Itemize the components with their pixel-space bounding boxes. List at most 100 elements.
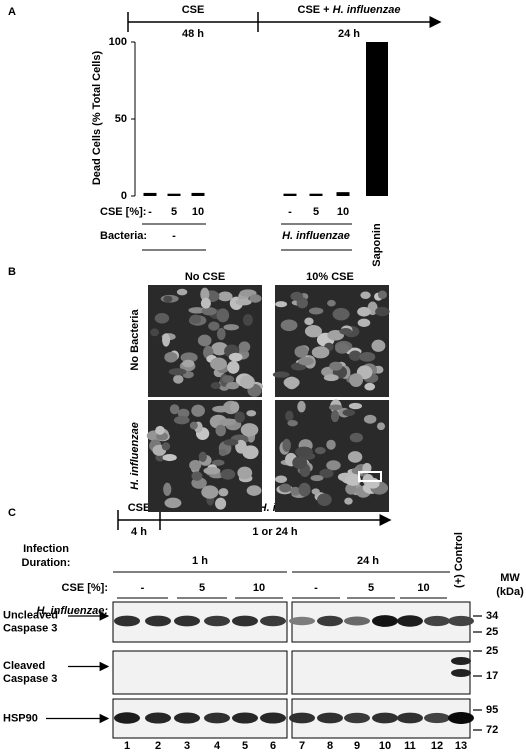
band [232,615,258,627]
blot [291,650,471,695]
lane-number: 12 [431,740,443,752]
cell [246,410,257,417]
cse-level: - [314,582,318,594]
cell [169,404,180,415]
cell [298,357,314,366]
cell [366,477,380,489]
lane-number: 10 [379,740,391,752]
band [397,712,423,724]
mw-marker: 95 [486,704,498,716]
cse-level: 5 [368,582,374,594]
band [145,615,171,627]
band [451,657,471,665]
cell [345,474,362,486]
band [344,616,370,626]
cse-level: 10 [253,582,265,594]
cell [223,438,239,446]
cell [376,422,386,431]
column-label: 10% CSE [306,271,354,283]
row-label: No Bacteria [129,309,141,371]
cell [328,404,343,411]
x-tick-label: 10 [192,206,204,218]
cell [235,439,247,454]
cell [332,307,350,321]
lane-number: 9 [354,740,360,752]
scale-bar [358,471,382,482]
cell [182,359,195,368]
x-tick-label: 5 [313,206,319,218]
cse-level: - [141,582,145,594]
cell [363,414,377,424]
mw-marker: 17 [486,670,498,682]
cell [287,419,298,427]
cell [208,321,220,331]
blot [112,698,288,739]
cell [249,294,262,303]
cell [351,467,363,475]
lane-number: 6 [270,740,276,752]
band [448,712,474,724]
cell [234,411,245,423]
cell [220,469,236,480]
figure-content: A B C CSE 48 h CSE + H. influenzae 24 h CSE 4 h C… [3,4,524,752]
band [372,712,398,724]
cell [304,317,314,326]
cell [246,485,262,496]
cell [314,447,326,455]
cell [219,418,237,426]
cell [177,408,190,419]
cell [327,330,345,341]
cell [323,374,339,382]
cell [344,497,353,505]
timeline-label: CSE [182,4,205,16]
band [232,712,258,724]
row-label: CSE [%]: [100,206,146,218]
band [174,712,200,724]
cell [347,451,363,463]
timeline-duration: 24 h [338,28,360,40]
cell [326,439,336,450]
x-tick-label: - [148,206,152,218]
panel-letter: B [8,266,16,278]
cell [357,306,371,317]
band [204,712,230,724]
cell [211,342,229,356]
lane-number: 1 [124,740,130,752]
cell [311,346,330,359]
cell [349,373,364,387]
cell [326,460,341,471]
cell [297,400,306,413]
band [424,712,450,724]
blot-label: Uncleaved [3,609,58,621]
panel-letter: A [8,6,16,18]
band [114,712,140,724]
timeline-label-part: CSE + [298,4,333,16]
y-tick-label: 100 [109,36,127,48]
timeline-duration: 1 or 24 h [252,526,298,538]
cell [292,456,308,469]
cell [329,361,343,371]
cell [189,421,198,430]
group-label: - [172,230,176,242]
timeline-label-part: CSE [128,502,151,514]
cell [290,291,304,301]
cell [327,299,336,307]
cell [163,482,172,496]
cell [294,345,309,358]
cell [319,468,334,479]
cell [173,415,190,425]
cell [279,483,292,493]
cell [308,307,324,315]
cell [218,488,229,497]
cell [359,351,376,362]
lane-number: 11 [404,740,416,752]
group-label: 24 h [357,555,379,567]
cell [362,462,372,473]
band [424,615,450,627]
timeline-label-part: CSE [182,4,205,16]
bar [336,192,350,196]
cell [201,485,219,499]
cell [330,410,340,423]
cell [235,298,252,306]
